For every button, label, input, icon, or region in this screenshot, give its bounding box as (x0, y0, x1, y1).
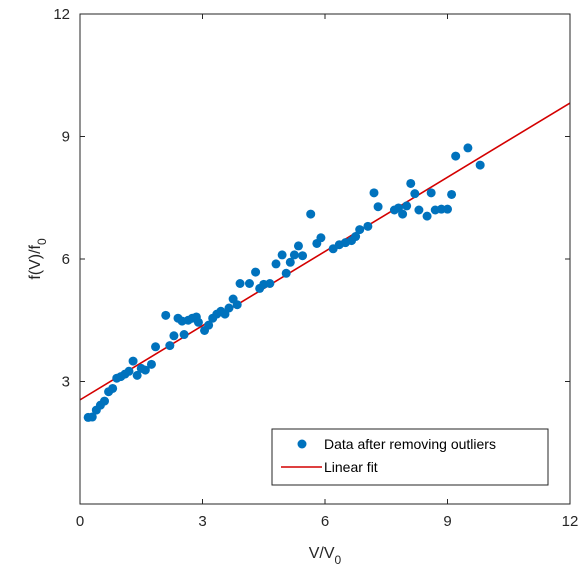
data-point (232, 300, 242, 310)
data-point (475, 160, 485, 170)
data-point (422, 211, 432, 221)
x-tick-label: 3 (198, 513, 206, 530)
data-point (146, 359, 156, 369)
data-point (463, 143, 473, 153)
data-point (100, 396, 109, 406)
data-point (289, 250, 299, 260)
data-point (140, 365, 150, 375)
y-tick-label: 12 (53, 6, 70, 23)
data-point (316, 233, 326, 243)
data-point (244, 279, 254, 288)
data-point (151, 342, 161, 352)
data-point (169, 331, 179, 341)
data-point (363, 221, 373, 231)
data-point (402, 201, 412, 211)
legend-label-data: Data after removing outliers (324, 436, 496, 452)
data-point (235, 279, 245, 288)
data-point (369, 188, 379, 198)
data-point (124, 366, 134, 376)
x-axis-label: V/V0 (309, 545, 342, 567)
data-point (447, 189, 457, 199)
x-tick-label: 0 (76, 513, 84, 530)
data-point (87, 412, 97, 422)
plot-area (80, 14, 570, 504)
data-point (165, 341, 175, 351)
ticks-layer: 0 3 6 9 12 3 6 9 12 (53, 6, 578, 530)
data-point (128, 356, 138, 366)
data-point (373, 202, 383, 212)
data-point (251, 267, 261, 277)
data-point (443, 204, 452, 214)
x-axis-label-subscript: 0 (335, 553, 342, 567)
y-tick-label: 6 (62, 251, 70, 268)
data-point (398, 209, 408, 219)
x-tick-label: 6 (321, 513, 329, 530)
data-point (277, 250, 287, 260)
data-point (132, 370, 142, 380)
data-point (265, 279, 275, 288)
data-points-layer (83, 143, 485, 422)
y-tick-label: 9 (62, 129, 70, 146)
data-point (224, 303, 234, 313)
y-axis-label: f(V)/f0 (27, 238, 49, 280)
legend: Data after removing outliers Linear fit (271, 428, 549, 486)
data-point (298, 251, 308, 261)
data-point (426, 188, 436, 198)
data-point (410, 189, 420, 199)
y-axis-label-main: f(V)/f (27, 244, 44, 279)
data-point (306, 209, 316, 219)
legend-label-fit: Linear fit (324, 459, 378, 475)
data-point (406, 178, 416, 188)
legend-box (271, 428, 549, 486)
y-axis-label-subscript: 0 (35, 238, 49, 245)
y-tick-label: 3 (62, 374, 70, 391)
fit-line-layer (79, 102, 571, 401)
data-point (281, 268, 291, 278)
x-tick-label: 9 (443, 513, 451, 530)
legend-marker-data (297, 439, 307, 449)
x-axis-label-main: V/V (309, 545, 335, 562)
data-point (355, 225, 365, 235)
linear-fit-line (79, 102, 571, 401)
data-point (293, 241, 303, 251)
data-point (285, 257, 295, 267)
data-point (193, 317, 203, 327)
data-point (351, 232, 361, 242)
data-point (204, 320, 214, 330)
data-point (161, 310, 171, 320)
data-point (108, 383, 118, 393)
x-tick-label: 12 (562, 513, 579, 530)
data-point (414, 205, 424, 215)
data-point (271, 259, 281, 269)
data-point (179, 330, 189, 340)
data-point (451, 151, 461, 161)
